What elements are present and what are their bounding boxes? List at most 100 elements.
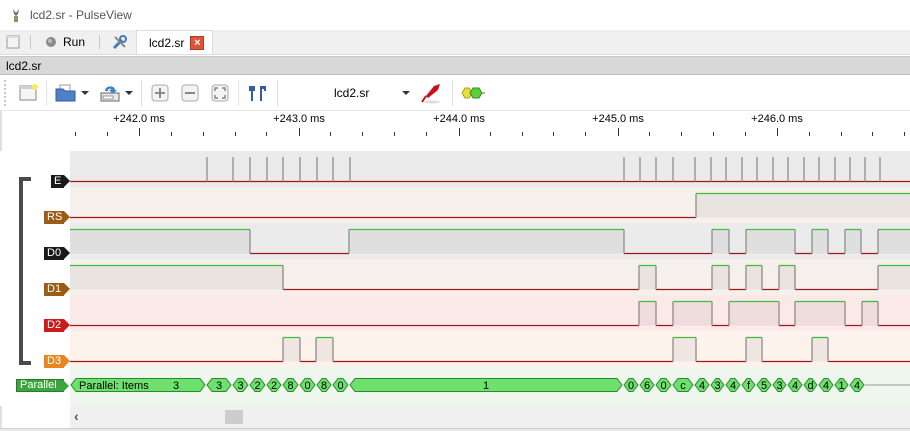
toolbar-grip[interactable] [4,80,6,106]
separator [141,80,142,106]
channel-label-rs[interactable]: RS [44,211,70,224]
tab-bar: Run lcd2.sr × [0,30,910,55]
ruler-major-tick [618,128,619,136]
zoom-in-icon [151,84,169,102]
device-select[interactable]: lcd2.sr [284,80,414,106]
chevron-down-icon [402,91,410,95]
decoder-annotation[interactable] [249,378,266,392]
open-button[interactable] [55,80,89,106]
zoom-in-button[interactable] [150,80,170,106]
save-button[interactable] [99,80,133,106]
decoder-annotation[interactable] [787,378,803,392]
new-session-button[interactable] [0,30,26,54]
decoder-annotation[interactable] [725,378,741,392]
decoder-annotation-value: 8 [321,380,327,392]
zoom-fit-button[interactable] [210,80,230,106]
time-ruler[interactable]: +242.0 ms +243.0 ms +244.0 ms +245.0 ms +246… [70,111,910,151]
decoder-annotation[interactable] [266,378,282,392]
decoder-annotation[interactable] [316,378,332,392]
separator [99,35,101,49]
channel-label-e[interactable]: E [51,175,70,188]
decoder-annotation[interactable] [639,378,655,392]
probe-icon [421,84,440,104]
tab-lcd2-sr[interactable]: lcd2.sr × [136,30,214,54]
new-view-button[interactable] [18,80,38,106]
zoom-fit-icon [211,84,229,102]
channel-label-d3[interactable]: D3 [44,355,70,368]
save-icon [100,86,120,102]
chevron-down-icon[interactable] [81,91,89,95]
decoder-icon [461,87,485,99]
new-session-icon [6,35,20,49]
decoder-annotation-value: 4 [854,380,860,392]
tab-label: lcd2.sr [149,35,185,50]
ruler-minor-tick [171,132,172,136]
run-button[interactable]: Run [35,30,95,54]
pulseview-app-icon [8,7,24,23]
decoder-annotation[interactable] [349,378,623,392]
decoder-annotation-value: 8 [287,380,293,392]
channel-label-d2[interactable]: D2 [44,319,70,332]
title-bar: lcd2.sr - PulseView [0,0,910,30]
ruler-minor-tick [713,132,714,136]
decoder-annotation[interactable] [818,378,834,392]
decoder-annotation[interactable] [834,378,849,392]
decoder-annotation-value: 0 [337,380,343,392]
ruler-major-tick [459,128,460,136]
decoder-annotation[interactable] [623,378,639,392]
separator [238,80,239,106]
decoder-annotation[interactable] [803,378,818,392]
decoder-annotation[interactable] [70,378,206,392]
decoder-annotation-value: c [680,380,686,392]
zoom-out-button[interactable] [180,80,200,106]
probe-config-button[interactable] [420,80,444,106]
decoder-annotation-value: 4 [730,380,736,392]
decoder-annotation[interactable] [206,378,232,392]
decoder-annotation-value: 2 [271,380,277,392]
decoder-annotation-value: 3 [237,380,243,392]
ruler-minor-tick [490,132,491,136]
channel-label-d0[interactable]: D0 [44,247,70,260]
chevron-down-icon[interactable] [125,91,133,95]
decoder-label-parallel[interactable]: Parallel [16,379,69,392]
ruler-minor-tick [553,132,554,136]
show-cursors-button[interactable] [247,80,269,106]
decoder-annotation[interactable] [741,378,756,392]
separator [46,80,47,106]
add-decoder-button[interactable] [461,80,485,106]
ruler-minor-tick [203,132,204,136]
ruler-minor-tick [649,132,650,136]
settings-button[interactable] [104,30,136,54]
decoder-annotation[interactable] [710,378,725,392]
decoder-annotation-value: 0 [628,380,634,392]
channel-group-bracket[interactable] [19,177,31,365]
decoder-annotation[interactable] [655,378,672,392]
ruler-minor-tick [330,132,331,136]
ruler-minor-tick [426,132,427,136]
ruler-minor-tick [681,132,682,136]
decoder-annotation[interactable] [849,378,865,392]
main-toolbar: lcd2.sr [0,76,910,111]
open-icon [55,84,76,102]
decoder-annotation[interactable] [756,378,772,392]
ruler-label: +242.0 ms [113,113,165,125]
decoder-annotation[interactable] [694,378,710,392]
decoder-annotation-value: 2 [254,380,260,392]
decoder-annotation[interactable] [332,378,349,392]
scroll-left-arrow[interactable]: ‹ [74,408,79,424]
decoder-annotation-value: 3 [173,380,179,392]
waveform-area[interactable]: Parallel: Items 3 3 3 2 2 8 0 8 0 1 0 6 0 c 4 3 4 f 5 3 4 d 4 1 4 [70,151,910,406]
decoder-annotation[interactable] [299,378,316,392]
scroll-thumb[interactable] [225,410,243,424]
decoder-annotation-value: 3 [776,380,782,392]
waveform-canvas[interactable]: Parallel: Items 3 3 3 2 2 8 0 8 0 1 0 6 0 c 4 3 4 f 5 3 4 d 4 1 4 [70,151,910,406]
decoder-annotation[interactable] [672,378,694,392]
horizontal-scrollbar[interactable]: ‹ [70,406,910,428]
decoder-annotation[interactable] [282,378,299,392]
channel-label-d1[interactable]: D1 [44,283,70,296]
decoder-annotation[interactable] [772,378,787,392]
decoder-annotation[interactable] [232,378,249,392]
run-icon [46,37,56,47]
close-icon[interactable]: × [190,35,205,50]
ruler-minor-tick [522,132,523,136]
